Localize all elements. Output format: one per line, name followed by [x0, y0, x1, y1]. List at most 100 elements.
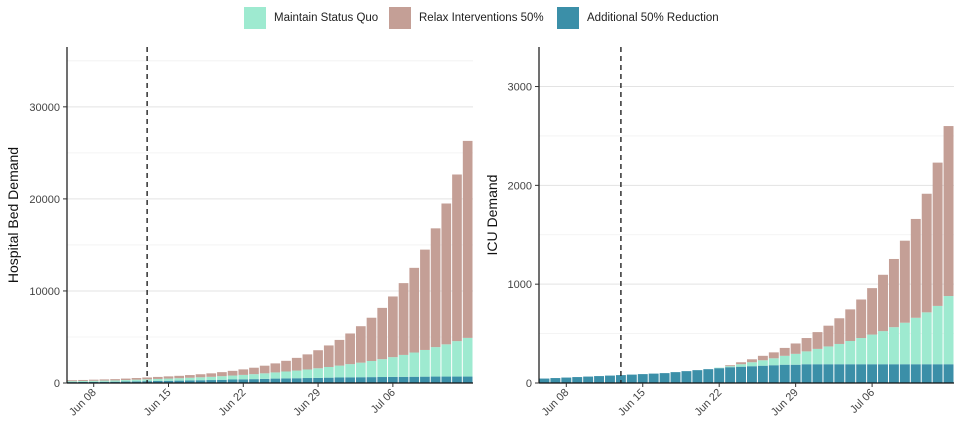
hospital-bar-relax-interventions-50- — [366, 317, 377, 361]
hospital-bar-additional-50-reduction — [110, 381, 120, 383]
hospital-bar-relax-interventions-50- — [131, 378, 142, 380]
hospital-y-tick-label: 0 — [54, 378, 60, 390]
icu-bar-additional-50-reduction — [605, 375, 615, 383]
icu-bar-maintain-status-quo — [932, 305, 943, 365]
hospital-bar-relax-interventions-50- — [388, 296, 398, 358]
hospital-bar-relax-interventions-50- — [185, 375, 195, 378]
hospital-bar-maintain-status-quo — [227, 375, 238, 380]
icu-bar-maintain-status-quo — [899, 322, 910, 365]
icu-bar-relax-interventions-50- — [812, 332, 823, 349]
hospital-bar-maintain-status-quo — [174, 378, 185, 381]
hospital-bar-relax-interventions-50- — [430, 228, 441, 348]
hospital-bar-maintain-status-quo — [398, 354, 409, 377]
hospital-bar-maintain-status-quo — [377, 359, 388, 378]
hospital-bar-additional-50-reduction — [291, 378, 302, 383]
icu-bar-maintain-status-quo — [757, 360, 768, 366]
icu-bar-additional-50-reduction — [768, 365, 779, 383]
hospital-bar-maintain-status-quo — [441, 344, 452, 377]
icu-bar-maintain-status-quo — [812, 348, 823, 365]
hospital-bar-relax-interventions-50- — [377, 307, 388, 360]
hospital-bar-additional-50-reduction — [313, 377, 323, 383]
hospital-bar-maintain-status-quo — [366, 360, 377, 378]
hospital-bar-additional-50-reduction — [217, 379, 227, 383]
hospital-x-tick-label: Jun 08 — [67, 387, 99, 419]
hospital-y-tick-label: 30000 — [29, 102, 60, 114]
hospital-bar-maintain-status-quo — [462, 337, 473, 377]
icu-x-tick-label: Jun 08 — [540, 387, 572, 419]
icu-bar-additional-50-reduction — [867, 364, 878, 383]
icu-bar-additional-50-reduction — [856, 364, 867, 383]
legend-item-reduction: Additional 50% Reduction — [557, 7, 719, 29]
hospital-bar-maintain-status-quo — [291, 370, 302, 379]
icu-bar-additional-50-reduction — [812, 364, 823, 383]
icu-x-tick-label: Jul 06 — [848, 387, 877, 416]
hospital-y-tick-label: 20000 — [29, 194, 60, 206]
hospital-bar-additional-50-reduction — [420, 376, 430, 383]
hospital-bar-maintain-status-quo — [206, 376, 217, 381]
icu-bar-relax-interventions-50- — [932, 162, 943, 306]
hospital-bar-relax-interventions-50- — [409, 267, 420, 353]
icu-bar-additional-50-reduction — [823, 364, 834, 383]
hospital-bar-maintain-status-quo — [152, 378, 163, 381]
hospital-bar-additional-50-reduction — [174, 380, 185, 383]
hospital-bar-maintain-status-quo — [430, 347, 441, 377]
hospital-bar-additional-50-reduction — [377, 377, 388, 383]
icu-bar-relax-interventions-50- — [736, 362, 746, 365]
legend-swatch-reduction — [557, 7, 579, 29]
icu-bar-maintain-status-quo — [790, 353, 801, 365]
hospital-bar-relax-interventions-50- — [270, 363, 281, 373]
icu-bar-additional-50-reduction — [681, 371, 692, 383]
hospital-bar-relax-interventions-50- — [291, 357, 302, 371]
icu-bar-additional-50-reduction — [594, 376, 605, 383]
hospital-bar-maintain-status-quo — [185, 377, 195, 381]
hospital-bar-relax-interventions-50- — [174, 375, 185, 379]
hospital-bar-maintain-status-quo — [163, 378, 174, 381]
hospital-bar-maintain-status-quo — [409, 352, 420, 377]
icu-bar-relax-interventions-50- — [845, 309, 856, 341]
hospital-bar-maintain-status-quo — [131, 379, 142, 382]
hospital-bar-relax-interventions-50- — [206, 373, 217, 377]
icu-bar-additional-50-reduction — [561, 377, 572, 383]
hospital-bar-maintain-status-quo — [110, 380, 120, 382]
icu-x-tick-label: Jun 22 — [692, 387, 724, 419]
icu-bar-maintain-status-quo — [943, 296, 954, 365]
hospital-bar-maintain-status-quo — [217, 376, 227, 380]
hospital-bar-additional-50-reduction — [366, 377, 377, 383]
icu-bar-additional-50-reduction — [648, 373, 659, 383]
icu-bar-relax-interventions-50- — [878, 274, 888, 332]
hospital-bar-relax-interventions-50- — [120, 378, 131, 381]
icu-bar-additional-50-reduction — [921, 364, 932, 383]
icu-bar-relax-interventions-50- — [725, 365, 736, 367]
hospital-bar-maintain-status-quo — [313, 368, 323, 378]
hospital-bar-relax-interventions-50- — [67, 380, 78, 382]
hospital-bar-maintain-status-quo — [420, 349, 430, 377]
hospital-x-tick-label: Jul 06 — [369, 387, 398, 416]
icu-bar-additional-50-reduction — [550, 378, 561, 383]
hospital-bar-maintain-status-quo — [355, 362, 366, 378]
icu-bar-maintain-status-quo — [736, 364, 746, 367]
hospital-bar-additional-50-reduction — [185, 380, 195, 383]
icu-bar-maintain-status-quo — [921, 312, 932, 365]
icu-bar-maintain-status-quo — [867, 334, 878, 365]
legend-swatch-status-quo — [244, 7, 266, 29]
icu-bar-additional-50-reduction — [572, 377, 583, 383]
icu-bar-additional-50-reduction — [736, 366, 746, 383]
icu-bar-additional-50-reduction — [757, 365, 768, 383]
icu-bar-relax-interventions-50- — [888, 258, 899, 328]
hospital-bar-relax-interventions-50- — [313, 350, 323, 369]
icu-bar-maintain-status-quo — [801, 351, 812, 365]
icu-bar-relax-interventions-50- — [899, 240, 910, 323]
icu-bar-relax-interventions-50- — [856, 299, 867, 339]
hospital-bar-relax-interventions-50- — [281, 360, 291, 372]
icu-bar-relax-interventions-50- — [823, 325, 834, 347]
legend-swatch-relax — [389, 7, 411, 29]
hospital-bar-relax-interventions-50- — [238, 369, 249, 375]
icu-bar-additional-50-reduction — [878, 364, 888, 383]
hospital-bar-relax-interventions-50- — [142, 377, 152, 380]
hospital-bar-additional-50-reduction — [152, 380, 163, 383]
hospital-bar-relax-interventions-50- — [345, 333, 355, 365]
icu-bar-additional-50-reduction — [637, 374, 648, 383]
hospital-bar-maintain-status-quo — [259, 373, 270, 379]
hospital-y-tick-label: 10000 — [29, 286, 60, 298]
icu-bar-additional-50-reduction — [932, 364, 943, 383]
